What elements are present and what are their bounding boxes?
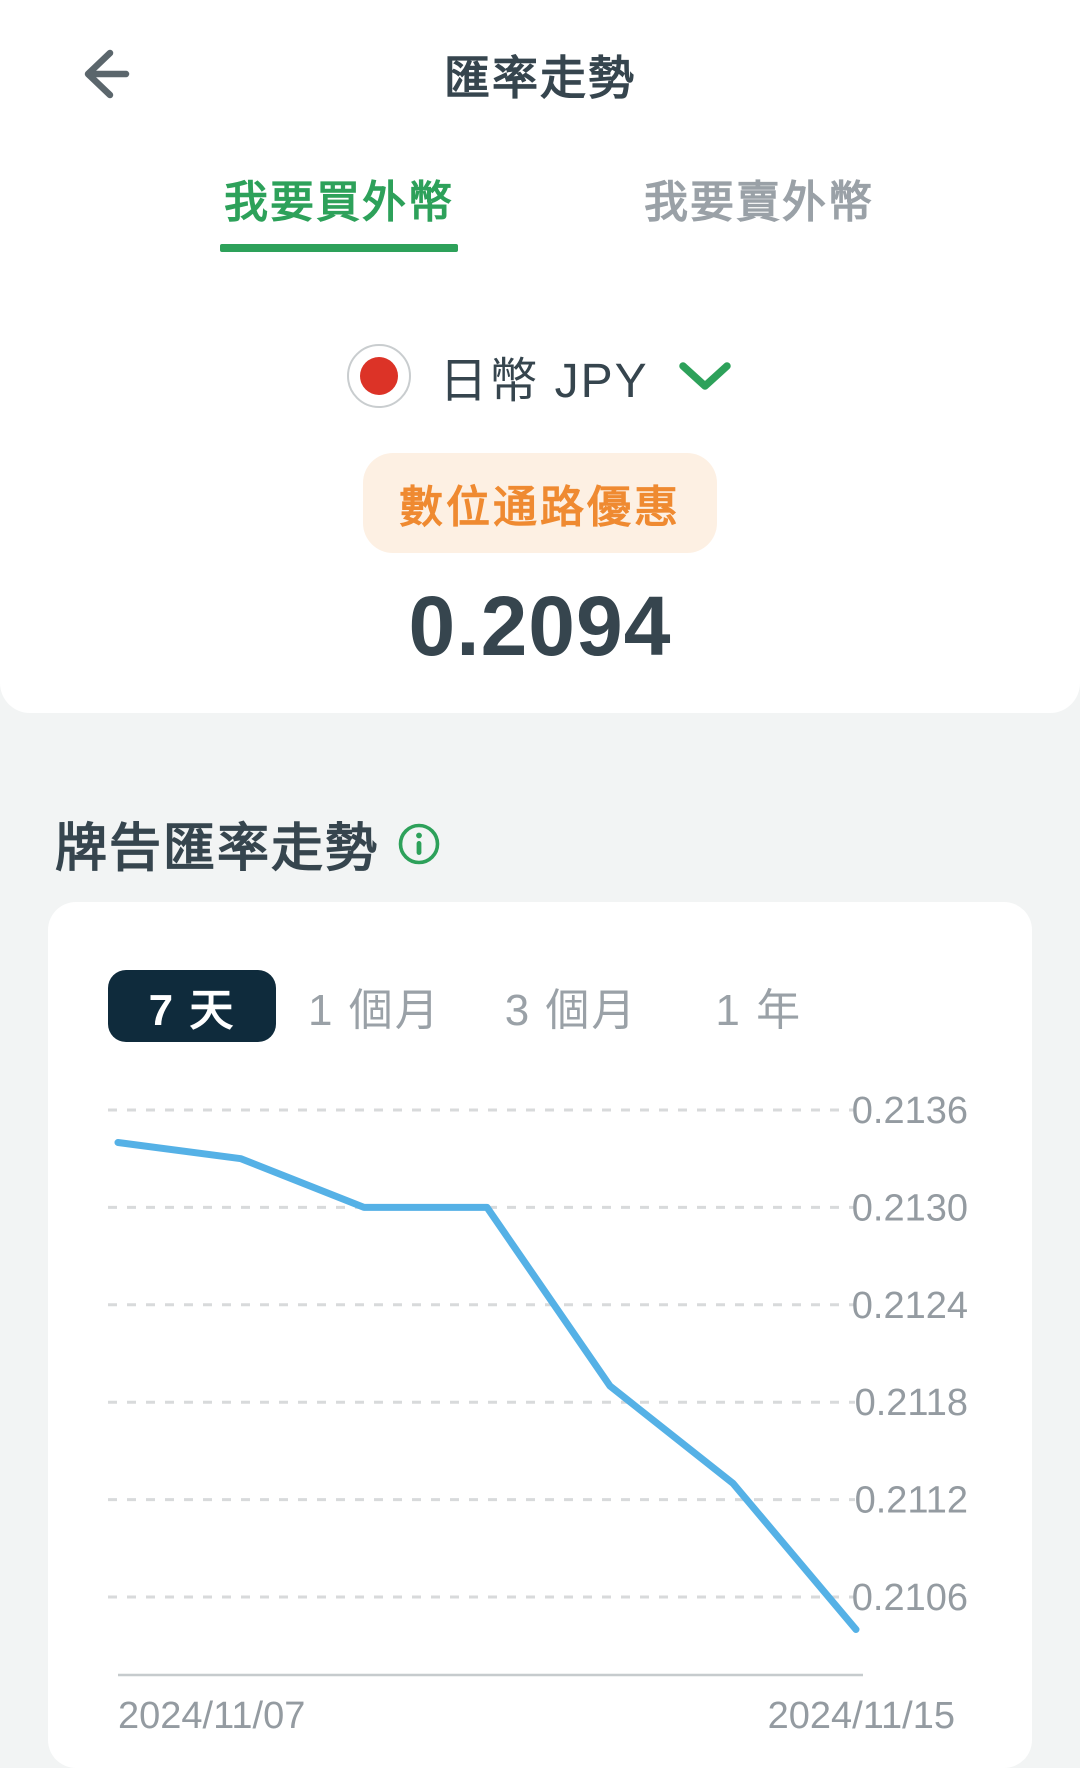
tab-buy-foreign-currency[interactable]: 我要買外幣 <box>224 178 454 227</box>
section-title: 牌告匯率走勢 <box>55 820 380 878</box>
currency-name: 日幣 JPY <box>439 355 649 408</box>
rate-panel: 匯率走勢 我要買外幣 我要賣外幣 日幣 JPY 數位通路優惠 0.2094 <box>0 0 1080 713</box>
tab-sell-foreign-currency[interactable]: 我要賣外幣 <box>644 178 874 227</box>
range-button-7d[interactable]: 7 天 <box>108 970 276 1042</box>
promo-badge: 數位通路優惠 <box>363 453 717 553</box>
y-tick-label: 0.2130 <box>852 1187 968 1229</box>
arrow-left-icon <box>70 49 136 109</box>
trend-chart: 0.2136 0.2130 0.2124 0.2118 0.2112 0.2106 2024… <box>108 1090 968 1737</box>
y-tick-label: 0.2112 <box>855 1480 968 1522</box>
currency-selector[interactable]: 日幣 JPY <box>0 338 1080 414</box>
japan-flag-icon <box>347 344 412 408</box>
time-range-selector: 7 天 1 個月 3 個月 1 年 <box>108 970 802 1042</box>
trend-line <box>114 1139 860 1633</box>
chevron-down-icon <box>677 359 733 393</box>
y-tick-label: 0.2136 <box>852 1090 968 1132</box>
page-title: 匯率走勢 <box>444 52 636 104</box>
range-button-1y[interactable]: 1 年 <box>715 974 802 1038</box>
exchange-rate-value: 0.2094 <box>408 579 672 673</box>
y-tick-label: 0.2106 <box>852 1577 968 1619</box>
trend-section-header: 牌告匯率走勢 <box>55 806 441 881</box>
chart-card: 7 天 1 個月 3 個月 1 年 0.2136 0.2130 0.2124 0.21… <box>48 902 1032 1768</box>
range-button-3m[interactable]: 3 個月 <box>505 974 638 1038</box>
x-axis-label-end: 2024/11/15 <box>768 1695 955 1737</box>
info-button[interactable] <box>397 822 441 866</box>
range-button-1m[interactable]: 1 個月 <box>308 974 441 1038</box>
y-tick-label: 0.2118 <box>855 1382 968 1424</box>
back-button[interactable] <box>70 40 136 106</box>
y-tick-label: 0.2124 <box>852 1285 968 1327</box>
active-tab-underline <box>220 244 458 252</box>
info-circle-icon <box>397 823 441 869</box>
x-axis-label-start: 2024/11/07 <box>118 1695 305 1737</box>
